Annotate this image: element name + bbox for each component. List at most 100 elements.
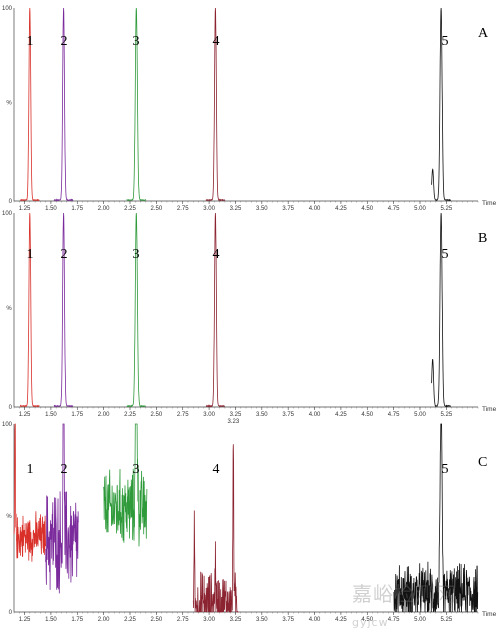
trace-3 bbox=[103, 423, 148, 547]
x-tick-label: 1.50 bbox=[45, 617, 57, 623]
peak-label-2: 2 bbox=[61, 462, 68, 477]
peak-annotation: 3.23 bbox=[228, 419, 240, 425]
watermark-sub: gyjcw bbox=[352, 616, 389, 629]
peak-label-5: 5 bbox=[442, 462, 449, 477]
x-tick-label: 3.00 bbox=[203, 412, 215, 418]
peak-label-3: 3 bbox=[133, 247, 140, 262]
x-tick-label: 4.25 bbox=[335, 206, 347, 212]
x-tick-label: 5.25 bbox=[441, 617, 453, 623]
x-tick-label: 5.00 bbox=[414, 412, 426, 418]
peak-label-4: 4 bbox=[213, 247, 220, 262]
x-tick-label: 2.25 bbox=[124, 206, 136, 212]
x-tick-label: 3.25 bbox=[230, 617, 242, 623]
trace-5 bbox=[431, 7, 451, 202]
x-tick-label: 2.25 bbox=[124, 617, 136, 623]
panel-letter-A: A bbox=[478, 26, 489, 41]
x-tick-label: 3.75 bbox=[282, 617, 294, 623]
panel-A: 100 0% 1.25 1.50 1.75 2.00 2.25 2.50 2.75 3.00 3.2… bbox=[2, 6, 497, 212]
peak-label-1: 1 bbox=[27, 462, 34, 477]
watermark-text: 嘉峪检测网 bbox=[352, 582, 457, 606]
x-tick-label: 2.50 bbox=[151, 617, 163, 623]
y-tick-label: 100 bbox=[2, 422, 13, 428]
y-tick-label: 100 bbox=[2, 6, 13, 12]
x-tick-label: 3.25 bbox=[230, 206, 242, 212]
x-tick-label: 2.00 bbox=[98, 617, 110, 623]
panel-letter-C: C bbox=[478, 455, 487, 470]
x-unit-label: Time bbox=[482, 406, 497, 413]
x-tick-label: 4.00 bbox=[309, 206, 321, 212]
trace-4 bbox=[205, 7, 226, 202]
x-tick-label: 5.00 bbox=[414, 617, 426, 623]
x-unit-label: Time bbox=[482, 200, 497, 207]
x-unit-label: Time bbox=[482, 611, 497, 618]
x-tick-label: 2.00 bbox=[98, 412, 110, 418]
x-tick-label: 3.50 bbox=[256, 617, 268, 623]
y-axis-label: % bbox=[6, 306, 12, 312]
trace-3 bbox=[126, 212, 146, 408]
trace-2 bbox=[53, 7, 74, 202]
x-tick-label: 3.00 bbox=[203, 617, 215, 623]
x-tick-label: 4.00 bbox=[309, 617, 321, 623]
peak-label-4: 4 bbox=[213, 34, 220, 49]
x-tick-label: 2.00 bbox=[98, 206, 110, 212]
x-tick-label: 3.25 bbox=[230, 412, 242, 418]
x-tick-label: 2.75 bbox=[177, 617, 189, 623]
peak-label-1: 1 bbox=[27, 247, 34, 262]
trace-5 bbox=[393, 423, 479, 613]
peak-label-1: 1 bbox=[27, 34, 34, 49]
x-tick-label: 4.50 bbox=[361, 412, 373, 418]
panel-B: 100 0% 1.25 1.50 1.75 2.00 2.25 2.50 2.75 3.00 3.2… bbox=[2, 211, 497, 418]
x-tick-label: 1.75 bbox=[71, 412, 83, 418]
peak-label-5: 5 bbox=[442, 34, 449, 49]
x-tick-label: 5.00 bbox=[414, 206, 426, 212]
y-tick-label: 0 bbox=[9, 199, 13, 205]
peak-label-5: 5 bbox=[442, 247, 449, 262]
trace-3 bbox=[126, 7, 147, 202]
x-tick-label: 3.50 bbox=[256, 206, 268, 212]
x-tick-label: 2.50 bbox=[151, 206, 163, 212]
y-axis-label: % bbox=[6, 101, 12, 107]
x-tick-label: 1.75 bbox=[71, 206, 83, 212]
x-tick-label: 3.75 bbox=[282, 206, 294, 212]
x-tick-label: 4.00 bbox=[309, 412, 321, 418]
trace-2 bbox=[45, 423, 79, 594]
x-tick-label: 1.25 bbox=[19, 206, 31, 212]
x-tick-label: 5.25 bbox=[441, 412, 453, 418]
x-tick-label: 2.50 bbox=[151, 412, 163, 418]
x-tick-label: 3.00 bbox=[203, 206, 215, 212]
y-tick-label: 100 bbox=[2, 211, 13, 217]
x-tick-label: 1.50 bbox=[45, 206, 57, 212]
trace-1 bbox=[19, 212, 40, 408]
y-tick-label: 0 bbox=[9, 610, 13, 616]
x-tick-label: 5.25 bbox=[441, 206, 453, 212]
peak-label-2: 2 bbox=[61, 247, 68, 262]
trace-4 bbox=[205, 212, 225, 408]
x-tick-label: 4.25 bbox=[335, 617, 347, 623]
x-tick-label: 1.50 bbox=[45, 412, 57, 418]
panel-letter-B: B bbox=[478, 231, 487, 246]
x-tick-label: 4.75 bbox=[388, 412, 400, 418]
trace-2 bbox=[53, 212, 74, 408]
peak-label-3: 3 bbox=[133, 462, 140, 477]
x-tick-label: 2.25 bbox=[124, 412, 136, 418]
y-tick-label: 0 bbox=[9, 405, 13, 411]
trace-1 bbox=[19, 7, 40, 202]
peak-label-3: 3 bbox=[133, 34, 140, 49]
x-tick-label: 1.75 bbox=[71, 617, 83, 623]
x-tick-label: 3.75 bbox=[282, 412, 294, 418]
peak-label-2: 2 bbox=[61, 34, 68, 49]
trace-5 bbox=[431, 212, 451, 408]
x-tick-label: 3.50 bbox=[256, 412, 268, 418]
x-tick-label: 2.75 bbox=[177, 206, 189, 212]
x-tick-label: 2.75 bbox=[177, 412, 189, 418]
trace-1 bbox=[13, 423, 46, 562]
x-tick-label: 4.75 bbox=[388, 617, 400, 623]
x-tick-label: 4.25 bbox=[335, 412, 347, 418]
x-tick-label: 1.25 bbox=[19, 412, 31, 418]
y-axis-label: % bbox=[6, 514, 12, 520]
x-tick-label: 1.25 bbox=[19, 617, 31, 623]
x-tick-label: 4.50 bbox=[361, 206, 373, 212]
watermark: 嘉峪检测网 gyjcw bbox=[352, 578, 500, 631]
trace-4 bbox=[192, 444, 239, 613]
